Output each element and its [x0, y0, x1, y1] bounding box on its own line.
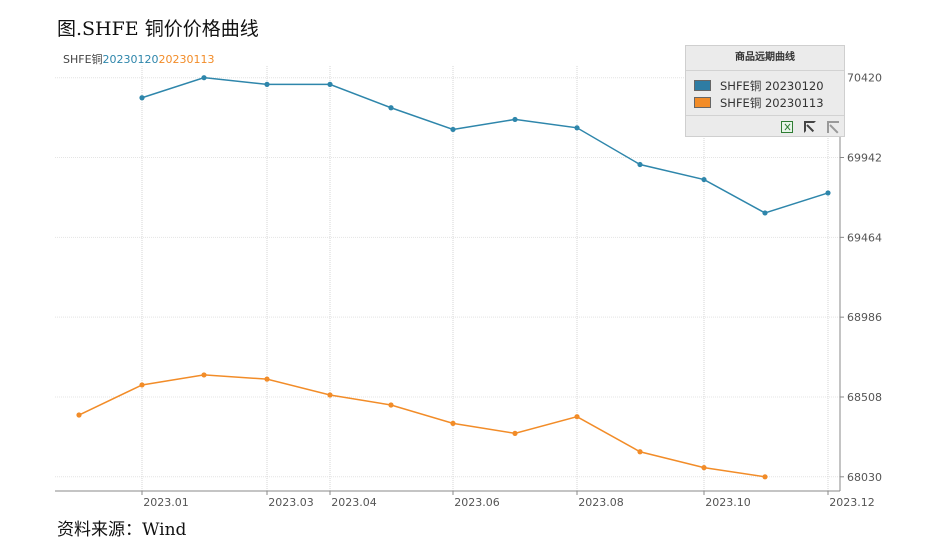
- series-2-point-2: [201, 372, 207, 378]
- legend-toolbar: [686, 115, 844, 138]
- y-tick-label-3: 68986: [847, 311, 882, 324]
- source-note: 资料来源：Wind: [57, 520, 187, 540]
- series-1-point-12: [825, 190, 831, 196]
- y-tick-label-0: 70420: [847, 72, 882, 85]
- x-tick-label-1: 2023.03: [268, 496, 314, 509]
- series-1-point-3: [264, 81, 270, 87]
- series-2-point-3: [264, 376, 270, 382]
- x-tick-label-6: 2023.12: [829, 496, 875, 509]
- legend-item-series-1[interactable]: SHFE铜 20230120: [686, 77, 844, 94]
- series-line-2: [78, 374, 766, 478]
- series-2-point-5: [388, 402, 394, 408]
- series-1-point-2: [201, 75, 207, 81]
- series-2-point-9: [637, 449, 643, 455]
- legend-swatch-series-2: [694, 97, 711, 108]
- series-1-point-6: [450, 126, 456, 133]
- series-1-point-5: [388, 105, 394, 111]
- y-tick-label-2: 69464: [847, 231, 882, 244]
- x-tick-label-4: 2023.08: [578, 496, 624, 509]
- series-1-point-1: [139, 95, 145, 101]
- legend-title: 商品远期曲线: [686, 46, 844, 71]
- subtitle-date-orange: 20230113: [158, 53, 215, 66]
- series-2-point-1: [139, 382, 145, 388]
- series-line-1: [141, 76, 829, 214]
- series-2-point-0: [76, 412, 82, 418]
- series-1-point-11: [762, 210, 768, 216]
- y-tick-label-4: 68508: [847, 391, 882, 404]
- legend-swatch-series-1: [694, 80, 711, 91]
- x-tick-label-3: 2023.06: [454, 496, 500, 509]
- figure-title: 图.SHFE 铜价价格曲线: [57, 18, 259, 40]
- series-1-point-10: [701, 176, 707, 183]
- legend-label-series-1: SHFE铜 20230120: [720, 78, 824, 93]
- expand-icon[interactable]: [827, 121, 839, 133]
- series-1-point-4: [327, 81, 333, 87]
- series-2-point-11: [762, 474, 768, 480]
- subtitle-date-blue: 20230120: [102, 53, 159, 66]
- series-2-point-6: [450, 420, 456, 426]
- series-2-point-10: [701, 465, 707, 471]
- x-tick-label-2: 2023.04: [331, 496, 377, 509]
- series-2-point-7: [512, 430, 518, 436]
- series-1-point-9: [637, 161, 643, 168]
- series-2-point-4: [327, 392, 333, 398]
- chart-legend: 商品远期曲线 SHFE铜 20230120 SHFE铜 20230113: [685, 45, 845, 137]
- y-tick-label-1: 69942: [847, 152, 882, 165]
- legend-item-series-2[interactable]: SHFE铜 20230113: [686, 94, 844, 111]
- legend-label-series-2: SHFE铜 20230113: [720, 95, 824, 110]
- subtitle-commodity: SHFE铜: [63, 53, 103, 66]
- crop-icon[interactable]: [804, 121, 816, 133]
- series-1-point-8: [574, 125, 580, 131]
- excel-export-icon[interactable]: [781, 121, 793, 133]
- series-1-point-7: [512, 116, 518, 123]
- series-2-point-8: [574, 414, 580, 420]
- chart-subtitle: SHFE铜2023012020230113: [63, 51, 215, 67]
- x-tick-label-5: 2023.10: [705, 496, 751, 509]
- x-tick-label-0: 2023.01: [143, 496, 189, 509]
- y-tick-label-5: 68030: [847, 471, 882, 484]
